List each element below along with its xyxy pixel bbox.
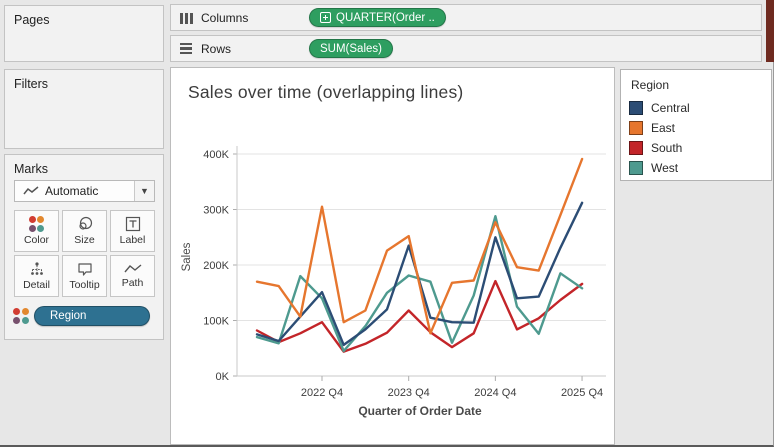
- showme-panel-edge[interactable]: [766, 0, 774, 62]
- svg-text:400K: 400K: [203, 149, 229, 161]
- west-swatch-icon: [629, 161, 643, 175]
- rows-shelf[interactable]: Rows SUM(Sales): [170, 35, 762, 62]
- svg-text:2023 Q4: 2023 Q4: [388, 387, 430, 399]
- svg-text:0K: 0K: [216, 371, 230, 383]
- pages-shelf[interactable]: Pages: [4, 5, 164, 62]
- legend-item-central[interactable]: Central: [621, 98, 771, 118]
- path-button[interactable]: Path: [110, 255, 155, 297]
- tooltip-button[interactable]: Tooltip: [62, 255, 107, 297]
- svg-text:2022 Q4: 2022 Q4: [301, 387, 343, 399]
- columns-icon: [180, 12, 194, 24]
- legend-item-south[interactable]: South: [621, 138, 771, 158]
- svg-text:100K: 100K: [203, 316, 229, 328]
- tooltip-icon: [77, 262, 92, 276]
- detail-button[interactable]: Detail: [14, 255, 59, 297]
- x-axis-title: Quarter of Order Date: [358, 404, 482, 418]
- svg-text:300K: 300K: [203, 205, 229, 217]
- quarter-order-date-pill[interactable]: QUARTER(Order ..: [309, 8, 446, 27]
- columns-shelf[interactable]: Columns QUARTER(Order ..: [170, 4, 762, 31]
- label-button[interactable]: Label: [110, 210, 155, 252]
- mark-buttons: Color Size Label Detail Tooltip Path: [14, 210, 156, 297]
- color-dots-icon: [13, 308, 29, 324]
- south-swatch-icon: [629, 141, 643, 155]
- legend-item-east[interactable]: East: [621, 118, 771, 138]
- central-swatch-icon: [629, 101, 643, 115]
- expand-plus-icon[interactable]: [320, 12, 331, 23]
- mark-type-value: Automatic: [45, 184, 99, 198]
- filters-shelf-label: Filters: [14, 77, 49, 91]
- color-button[interactable]: Color: [14, 210, 59, 252]
- size-icon: [78, 216, 92, 230]
- marks-panel-label: Marks: [14, 162, 49, 176]
- marks-panel: Marks Automatic ▼ Color Size Label Detai…: [4, 154, 164, 340]
- marks-color-assignment-row: Region: [13, 306, 150, 326]
- east-swatch-icon: [629, 121, 643, 135]
- region-pill[interactable]: Region: [34, 306, 150, 326]
- color-dots-icon: [28, 216, 45, 232]
- size-button[interactable]: Size: [62, 210, 107, 252]
- mark-type-dropdown[interactable]: Automatic ▼: [14, 180, 155, 202]
- legend-item-west[interactable]: West: [621, 158, 771, 178]
- chart-title: Sales over time (overlapping lines): [188, 82, 464, 102]
- svg-text:2025 Q4: 2025 Q4: [561, 387, 603, 399]
- detail-icon: [30, 262, 43, 275]
- sum-sales-pill[interactable]: SUM(Sales): [309, 39, 393, 58]
- y-axis-title: Sales: [181, 242, 193, 272]
- legend-title: Region: [631, 78, 670, 92]
- filters-shelf[interactable]: Filters: [4, 69, 164, 149]
- columns-shelf-label: Columns: [201, 10, 249, 25]
- label-icon: [125, 216, 140, 232]
- rows-icon: [180, 42, 194, 55]
- chart-plot-svg[interactable]: 0K 100K 200K 300K 400K 2022 Q4 2023 Q4 2024 Q4 2…: [170, 67, 615, 445]
- pages-shelf-label: Pages: [14, 13, 50, 27]
- region-legend: Region Central East South West: [620, 69, 772, 181]
- worksheet-card: [170, 67, 615, 445]
- mark-type-dropdown-arrow[interactable]: ▼: [134, 181, 154, 201]
- svg-text:2024 Q4: 2024 Q4: [474, 387, 516, 399]
- line-mark-icon: [23, 186, 39, 195]
- rows-shelf-label: Rows: [201, 41, 232, 56]
- svg-text:200K: 200K: [203, 260, 229, 272]
- path-icon: [123, 264, 141, 273]
